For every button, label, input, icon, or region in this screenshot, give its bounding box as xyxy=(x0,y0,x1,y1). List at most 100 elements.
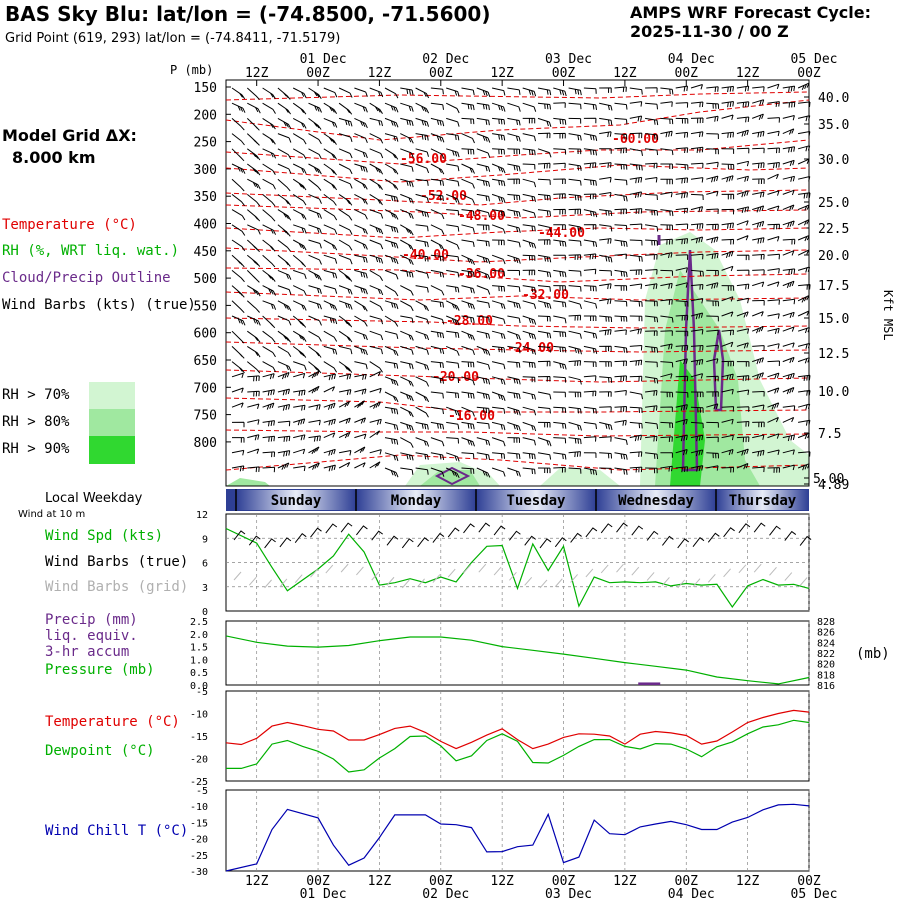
wind-barb xyxy=(568,224,582,232)
kft-tick-label: 12.5 xyxy=(818,347,849,362)
wind-barb xyxy=(247,163,261,176)
wind-barb xyxy=(338,300,353,310)
wind-barb xyxy=(721,434,734,441)
wind-barb xyxy=(430,300,444,308)
wind-barb xyxy=(675,391,689,398)
wind-barb xyxy=(354,388,367,395)
weekday-bar: Sunday Monday Tuesday Wednesday Thursday xyxy=(226,489,809,511)
wind-barb xyxy=(599,209,613,217)
wind-barb xyxy=(384,300,399,310)
wind-barb xyxy=(308,269,322,281)
wind-barb xyxy=(308,117,322,130)
wind-barb xyxy=(537,406,551,414)
wind-barb xyxy=(583,452,597,458)
wind-barb xyxy=(583,148,597,156)
wind-barb xyxy=(338,461,351,469)
wind-barb xyxy=(599,391,612,397)
time-tick-label: 12Z xyxy=(490,66,514,81)
wind-barb xyxy=(507,102,521,112)
wind-barb xyxy=(248,535,261,546)
temperature-contour xyxy=(225,341,810,353)
wind-barb xyxy=(614,102,628,110)
wind-barb xyxy=(476,421,490,429)
model-grid-value: 8.000 km xyxy=(12,148,96,167)
wind-barb xyxy=(384,209,399,220)
wind-barb xyxy=(553,162,566,169)
wind-barb xyxy=(599,176,612,183)
y-tick-label-right: 826 xyxy=(817,628,835,639)
wind-barb xyxy=(476,102,490,111)
wind-barb xyxy=(325,523,338,534)
date-label: 01 Dec xyxy=(300,52,347,67)
wind-barb xyxy=(277,224,291,237)
wind-barb xyxy=(583,330,598,339)
wind-barb xyxy=(782,342,795,348)
wind-barb xyxy=(384,285,399,297)
wind-barb xyxy=(247,224,261,235)
wind-barb xyxy=(354,193,368,205)
wind-barb xyxy=(599,361,612,367)
wind-barb xyxy=(539,538,552,549)
wind-barb-grid xyxy=(723,568,731,578)
wind-barb xyxy=(338,102,353,115)
weekday-label: Tuesday xyxy=(506,493,566,509)
wind-barb xyxy=(308,148,322,160)
legend-rh70: RH > 70% xyxy=(2,387,70,403)
wind-barb xyxy=(369,163,384,175)
wind-barb xyxy=(446,452,460,462)
wind-barb xyxy=(262,345,276,358)
cloud-outline xyxy=(681,249,699,472)
wind-barb xyxy=(246,300,260,313)
wind-barb xyxy=(767,372,780,379)
wind-barb xyxy=(292,239,307,251)
wind-barb xyxy=(629,115,643,122)
wind-barb xyxy=(660,373,673,379)
wind-barb xyxy=(782,387,795,395)
wind-barb xyxy=(675,404,688,411)
wind-barb xyxy=(400,300,414,312)
wind-barb xyxy=(767,83,780,90)
wind-barb xyxy=(706,358,719,364)
wind-barb xyxy=(553,148,567,155)
y-tick-label: 3 xyxy=(202,583,208,594)
wind-barb xyxy=(767,467,780,473)
wind-barb xyxy=(509,530,521,541)
wind-barb xyxy=(690,406,704,413)
wind-barb xyxy=(323,300,338,311)
wind-barb xyxy=(354,462,366,469)
wind-barb xyxy=(231,449,245,456)
wind-barb xyxy=(445,467,460,479)
wind-barb xyxy=(645,405,658,412)
wind-barb xyxy=(447,527,460,538)
wind-barb xyxy=(660,330,673,336)
wind-barb xyxy=(432,532,445,543)
wind-barb xyxy=(583,421,597,430)
wind-barb-grid xyxy=(616,563,624,573)
wind-barb-grid xyxy=(769,566,777,576)
wind-barb xyxy=(415,345,429,355)
wind-barb xyxy=(629,391,643,400)
wind-barb xyxy=(767,223,780,230)
wind-barb xyxy=(629,132,643,139)
wind-barb xyxy=(292,285,307,296)
wind-barb xyxy=(629,254,643,262)
wind-barb xyxy=(752,205,765,213)
wind-barb xyxy=(660,209,674,217)
kft-tick-label: 25.0 xyxy=(818,196,849,211)
wind-barb xyxy=(354,361,368,370)
pressure-tick-label: 450 xyxy=(194,245,217,260)
wind-barb xyxy=(277,209,292,221)
wind-barb xyxy=(476,193,490,202)
y-tick-label: -25 xyxy=(190,777,208,788)
wind-barb-grid xyxy=(677,579,686,589)
cross-section-plot: 150 200 250 300 350 400 450 500 550 600 650 700 750 8… xyxy=(170,52,895,493)
wind-barb xyxy=(736,297,750,304)
wind-barb xyxy=(568,102,582,110)
wind-barb xyxy=(446,239,460,250)
wind-barb xyxy=(537,421,551,428)
wind-barb xyxy=(537,117,552,127)
wind-barb xyxy=(507,421,521,432)
wind-barb xyxy=(599,298,612,305)
wind-barb xyxy=(384,406,399,415)
wind-barb xyxy=(292,300,307,311)
